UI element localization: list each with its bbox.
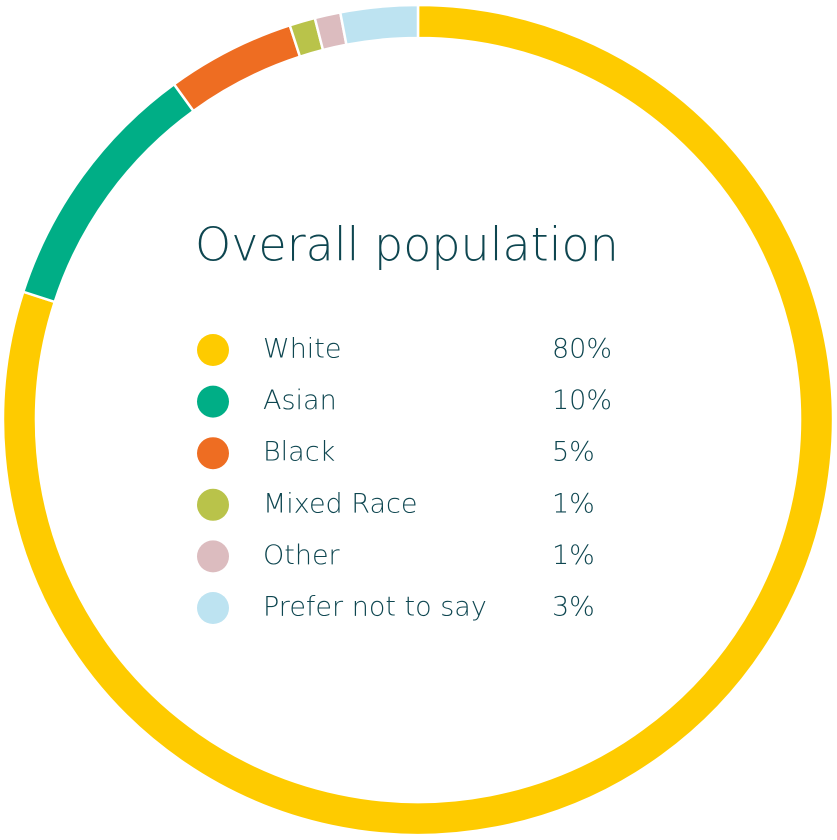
value-label: 80% xyxy=(552,334,612,365)
legend-label: Black xyxy=(263,437,335,468)
legend-label: Mixed Race xyxy=(263,488,417,519)
legend-swatch xyxy=(197,540,229,573)
value-label: 1% xyxy=(552,540,595,571)
value-label: 1% xyxy=(552,488,595,519)
donut-segment xyxy=(338,3,420,47)
legend-label: Other xyxy=(263,540,341,571)
chart-title: Overall population xyxy=(195,218,619,272)
legend-swatch xyxy=(197,437,229,470)
legend-swatch xyxy=(197,385,229,418)
donut-segment xyxy=(21,82,196,304)
donut-segment xyxy=(1,3,835,837)
value-label: 3% xyxy=(552,592,595,623)
legend-swatch xyxy=(197,334,229,366)
legend-label: Prefer not to say xyxy=(263,592,487,623)
legend-label: White xyxy=(263,334,342,365)
legend-swatch xyxy=(197,488,229,521)
legend-swatch xyxy=(197,592,229,624)
value-label: 5% xyxy=(552,437,595,468)
legend-label: Asian xyxy=(263,385,337,416)
donut-segment xyxy=(172,23,302,113)
value-label: 10% xyxy=(552,385,612,416)
